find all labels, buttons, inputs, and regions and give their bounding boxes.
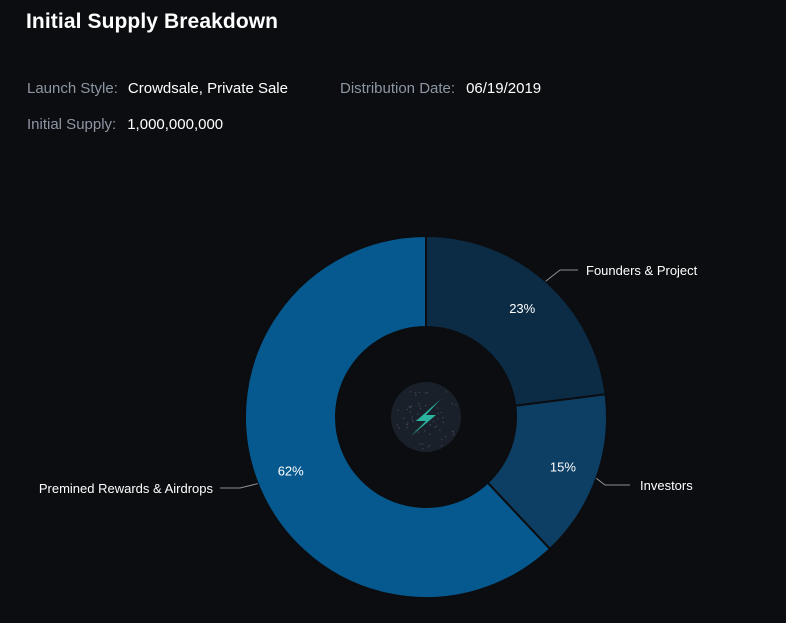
logo-dot [444, 435, 447, 438]
leader-lines [220, 269, 630, 489]
initial-supply-row: Initial Supply: 1,000,000,000 [27, 116, 223, 133]
logo-dot [440, 411, 443, 414]
logo-dot [419, 408, 422, 410]
logo-dot [437, 418, 439, 420]
logo-dot [419, 405, 422, 408]
logo-dot [426, 392, 429, 394]
slice-percent-label: 15% [550, 459, 576, 474]
logo-dot [453, 433, 455, 436]
logo-dot [407, 422, 409, 424]
logo-dot [398, 427, 400, 429]
logo-dot [445, 391, 447, 393]
logo-dot [408, 405, 410, 408]
logo-dot [439, 429, 441, 431]
logo-dot [417, 431, 420, 433]
slice-name-label: Premined Rewards & Airdrops [39, 481, 214, 496]
logo-dot [427, 446, 429, 448]
launch-style-row: Launch Style: Crowdsale, Private Sale [27, 80, 288, 97]
logo-dot [414, 391, 417, 394]
page-title: Initial Supply Breakdown [26, 10, 279, 33]
logo-dot [419, 443, 421, 445]
logo-dot [442, 417, 444, 419]
lightning-bolt-logo-icon [391, 382, 461, 452]
logo-dot [435, 425, 438, 428]
logo-dot [421, 443, 424, 445]
launch-style-value: Crowdsale, Private Sale [127, 80, 288, 97]
logo-dot [403, 417, 405, 420]
logo-dot [432, 420, 435, 422]
logo-dot [409, 391, 411, 393]
logo-dot [424, 405, 427, 407]
leader-line [595, 477, 630, 486]
logo-dot [396, 424, 399, 426]
logo-dot [415, 394, 417, 396]
logo-dot [428, 444, 431, 447]
distribution-date-row: Distribution Date: 06/19/2019 [340, 80, 541, 97]
logo-dot [434, 426, 436, 428]
launch-style-label: Launch Style: [27, 80, 118, 97]
logo-dot [429, 424, 432, 426]
logo-dot [411, 416, 413, 418]
slice-percent-label: 23% [509, 301, 535, 316]
slice-percent-label: 62% [278, 464, 304, 479]
slice-name-label: Founders & Project [586, 263, 698, 278]
logo-dot [406, 426, 408, 429]
logo-dot [397, 409, 399, 412]
slice-premined-rewards-airdrops[interactable] [244, 234, 552, 599]
logo-dots [396, 391, 457, 450]
logo-dot [452, 431, 455, 433]
logo-dot [455, 404, 457, 406]
logo-dot [440, 438, 443, 441]
logo-dot [418, 403, 420, 405]
logo-dot [424, 392, 427, 394]
logo-dot [421, 448, 424, 450]
logo-dot [429, 433, 431, 436]
logo-dot [406, 424, 408, 426]
logo-dot [409, 411, 412, 413]
logo-dot [412, 420, 414, 423]
donut-slices [244, 234, 608, 599]
logo-dot [436, 407, 439, 409]
initial-supply-value: 1,000,000,000 [127, 116, 224, 133]
slice-founders-project[interactable] [425, 234, 607, 407]
distribution-date-value: 06/19/2019 [466, 80, 542, 97]
logo-dot [451, 430, 454, 432]
leader-line [545, 269, 578, 282]
slice-name-label: Investors [640, 478, 693, 493]
slice-investors[interactable] [486, 393, 608, 551]
logo-dot [442, 421, 445, 424]
logo-dot [410, 405, 413, 407]
leader-line [220, 483, 258, 489]
slice-labels: 23% Founders & Project 15% Investors 62% Prem… [39, 263, 698, 496]
logo-dot [440, 444, 443, 447]
logo-dot [417, 413, 419, 415]
logo-dot [424, 430, 426, 432]
initial-supply-label: Initial Supply: [27, 116, 117, 133]
lightning-bolt-icon [411, 399, 441, 436]
logo-dot [418, 391, 420, 394]
logo-dot [411, 418, 414, 421]
logo-dot [437, 412, 439, 415]
logo-dot [406, 408, 408, 411]
distribution-date-label: Distribution Date: [340, 80, 456, 97]
logo-dot [451, 403, 454, 405]
